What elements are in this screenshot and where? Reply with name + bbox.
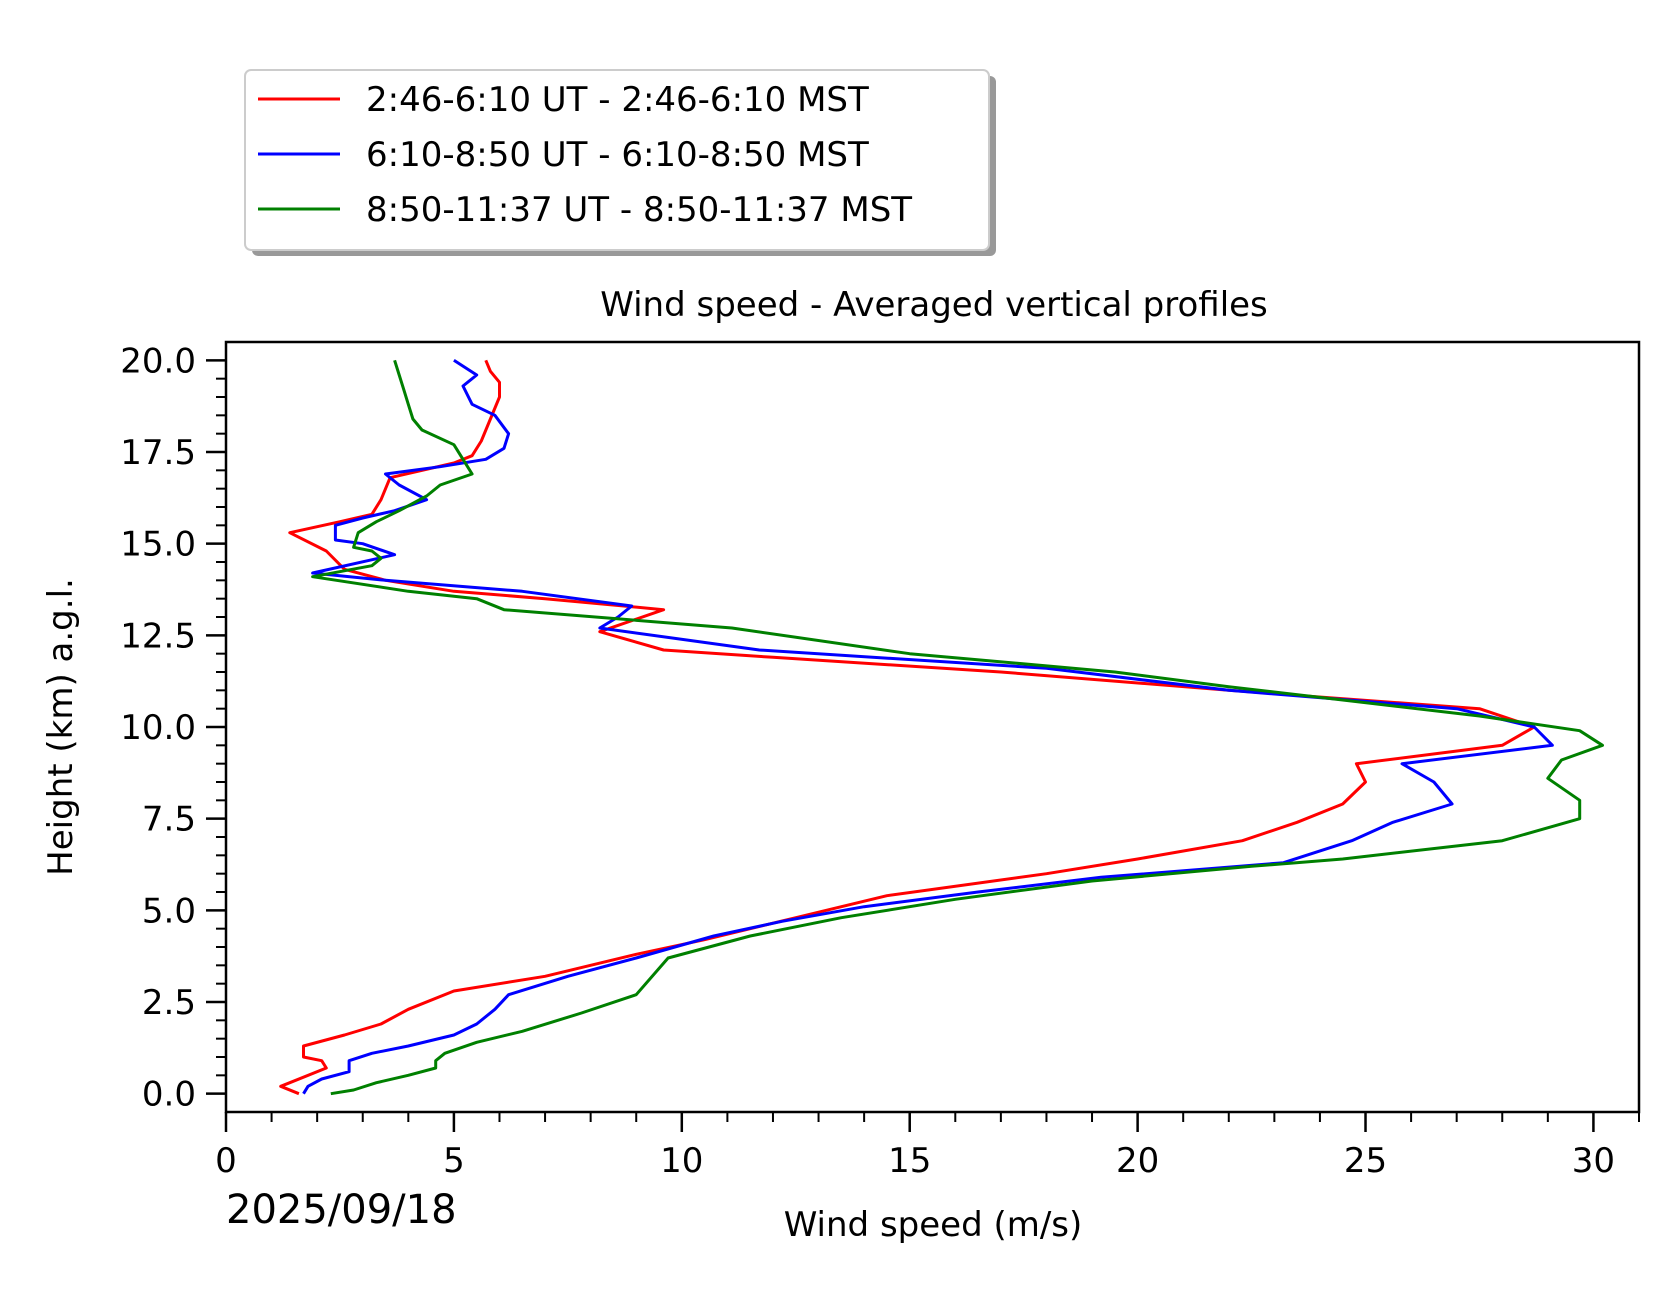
- x-tick-label: 0: [215, 1141, 237, 1181]
- x-tick-label: 20: [1116, 1141, 1159, 1181]
- x-tick-label: 30: [1572, 1141, 1615, 1181]
- x-tick-label: 15: [888, 1141, 931, 1181]
- series-line-3: [311, 359, 1604, 1096]
- y-axis-label: Height (km) a.g.l.: [41, 578, 81, 876]
- legend-label-2: 6:10-8:50 UT - 6:10-8:50 MST: [366, 135, 869, 175]
- x-tick-label: 10: [660, 1141, 703, 1181]
- y-tick-label: 0.0: [142, 1075, 196, 1115]
- x-tick-label: 5: [443, 1141, 465, 1181]
- y-tick-label: 5.0: [142, 891, 196, 931]
- y-axis: 0.0 2.5 5.0 7.5 10.0 12.5 15.0 17.5 20.0: [120, 341, 226, 1115]
- legend: 2:46-6:10 UT - 2:46-6:10 MST 6:10-8:50 UT…: [244, 69, 996, 256]
- x-axis-label: Wind speed (m/s): [784, 1205, 1083, 1245]
- date-label: 2025/09/18: [226, 1187, 457, 1233]
- y-tick-label: 10.0: [120, 708, 196, 748]
- y-tick-label: 20.0: [120, 341, 196, 381]
- y-tick-label: 17.5: [120, 433, 196, 473]
- x-tick-label: 25: [1344, 1141, 1387, 1181]
- chart-title: Wind speed - Averaged vertical profiles: [600, 285, 1268, 325]
- y-tick-label: 2.5: [142, 983, 196, 1023]
- x-axis: 0 5 10 15 20 25 30: [215, 1112, 1640, 1181]
- legend-box: [244, 69, 990, 251]
- series-line-1: [279, 359, 1536, 1096]
- legend-label-1: 2:46-6:10 UT - 2:46-6:10 MST: [366, 80, 869, 120]
- y-tick-label: 15.0: [120, 525, 196, 565]
- series-layer: [279, 359, 1604, 1096]
- y-tick-label: 12.5: [120, 616, 196, 656]
- plot-area: [226, 342, 1639, 1112]
- y-tick-label: 7.5: [142, 800, 196, 840]
- legend-label-3: 8:50-11:37 UT - 8:50-11:37 MST: [366, 190, 912, 230]
